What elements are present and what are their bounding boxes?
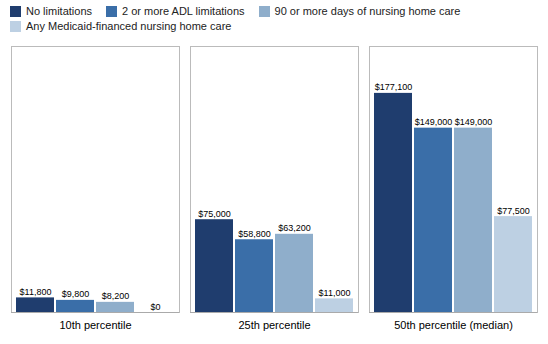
html-text:No limitations: No limitations — [26, 5, 92, 17]
svg-text:$177,100: $177,100 — [375, 82, 413, 92]
svg-text:$149,000: $149,000 — [415, 117, 453, 127]
svg-text:25th percentile: 25th percentile — [238, 319, 310, 331]
html-text:2 or more ADL limitations: 2 or more ADL limitations — [122, 5, 245, 17]
svg-text:$0: $0 — [150, 302, 160, 312]
svg-text:50th percentile (median): 50th percentile (median) — [394, 319, 513, 331]
svg-text:$9,800: $9,800 — [62, 289, 90, 299]
svg-text:$11,800: $11,800 — [20, 287, 52, 297]
svg-text:$11,000: $11,000 — [319, 288, 351, 298]
svg-text:$58,800: $58,800 — [238, 229, 271, 239]
html-text:Any Medicaid-financed nursing: Any Medicaid-financed nursing home care — [26, 20, 232, 32]
html-text:90 or more days of nursing hom: 90 or more days of nursing home care — [274, 5, 461, 17]
svg-text:$149,000: $149,000 — [455, 117, 493, 127]
svg-text:$77,500: $77,500 — [497, 206, 530, 216]
svg-text:$75,000: $75,000 — [198, 209, 231, 219]
svg-text:$8,200: $8,200 — [102, 291, 130, 301]
svg-text:10th percentile: 10th percentile — [59, 319, 131, 331]
svg-text:$63,200: $63,200 — [278, 223, 311, 233]
